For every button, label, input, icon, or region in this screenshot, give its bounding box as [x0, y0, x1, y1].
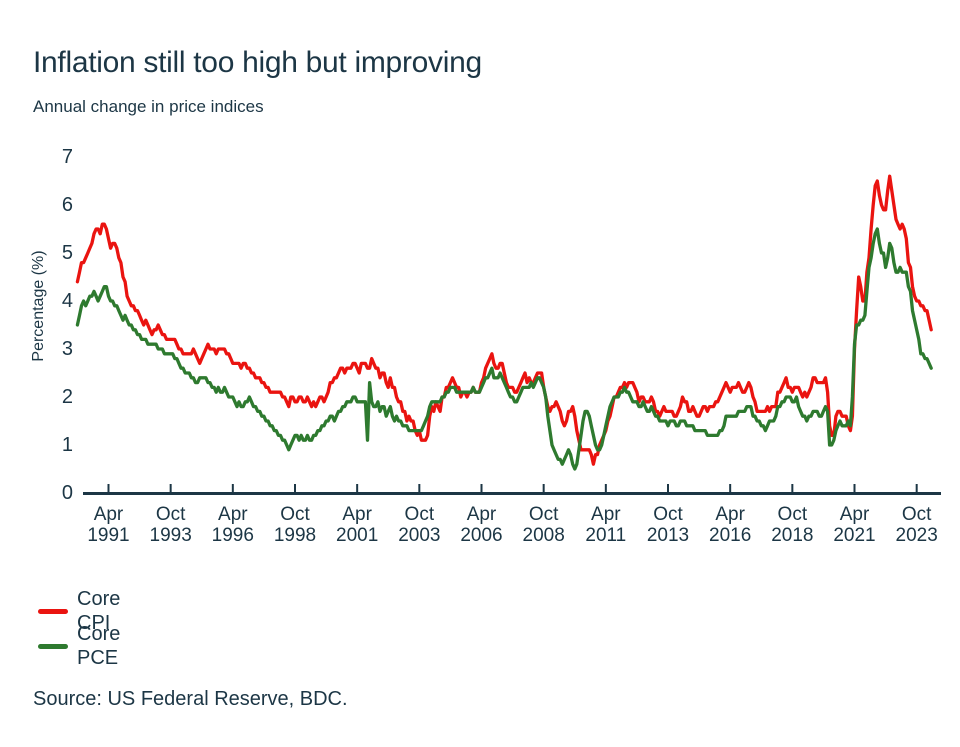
y-tick-label: 6 [61, 194, 73, 216]
y-tick-label: 4 [61, 290, 73, 312]
x-tick-label: Oct 1993 [149, 504, 192, 546]
core-pce-line-swatch-icon [38, 643, 68, 649]
legend-item-core-cpi: Core CPI [38, 588, 120, 634]
x-tick-label: Apr 1996 [211, 504, 254, 546]
core-cpi-line-swatch-icon [38, 608, 68, 614]
x-tick-label: Oct 2018 [771, 504, 814, 546]
series-line-core-cpi [75, 174, 933, 466]
y-tick-label: 5 [61, 242, 73, 264]
x-tick-label: Apr 1991 [87, 504, 130, 546]
x-tick-label: Oct 2013 [646, 504, 690, 546]
y-tick-label: 7 [61, 146, 73, 168]
x-tick-label: Oct 2023 [895, 504, 938, 546]
x-tick-label: Apr 2001 [336, 504, 379, 546]
series-line-core-pce [75, 227, 933, 471]
y-tick-label: 0 [61, 482, 73, 504]
legend-label-core-cpi: Core CPI [77, 588, 121, 634]
x-tick-label: Apr 2011 [585, 504, 627, 546]
x-tick-label: Apr 2021 [833, 504, 876, 546]
page-title: Inflation still too high but improving [33, 46, 482, 80]
source-note: Source: US Federal Reserve, BDC. [33, 688, 348, 710]
y-tick-label: 2 [61, 386, 73, 408]
x-tick-label: Oct 1998 [273, 504, 317, 546]
y-tick-label: 1 [61, 434, 73, 456]
page-subtitle: Annual change in price indices [33, 97, 264, 116]
x-tick-label: Oct 2003 [398, 504, 441, 546]
legend-label-core-pce: Core PCE [77, 623, 121, 669]
legend-item-core-pce: Core PCE [38, 623, 120, 669]
x-tick-label: Apr 2006 [460, 504, 503, 546]
y-tick-label: 3 [61, 338, 73, 360]
x-tick-label: Apr 2016 [709, 504, 752, 546]
x-tick-label: Oct 2008 [522, 504, 565, 546]
